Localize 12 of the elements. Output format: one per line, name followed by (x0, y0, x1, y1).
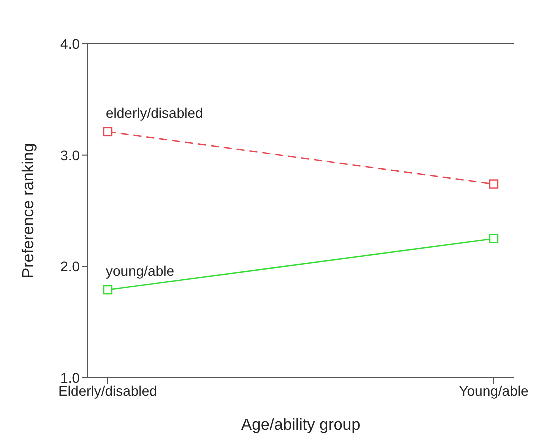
series-label: elderly/disabled (106, 104, 204, 121)
y-tick-label: 2.0 (60, 258, 80, 275)
point (103, 285, 113, 295)
y-tick-label: 3.0 (60, 147, 80, 164)
y-axis-title: Preference ranking (20, 143, 38, 279)
x-tick-label: Young/able (459, 382, 529, 399)
point (489, 180, 499, 189)
series-label: young/able (106, 263, 175, 280)
point (103, 127, 113, 137)
point (489, 234, 499, 244)
x-axis-title: Age/ability group (241, 417, 361, 434)
y-tick-label: 4.0 (60, 36, 80, 52)
